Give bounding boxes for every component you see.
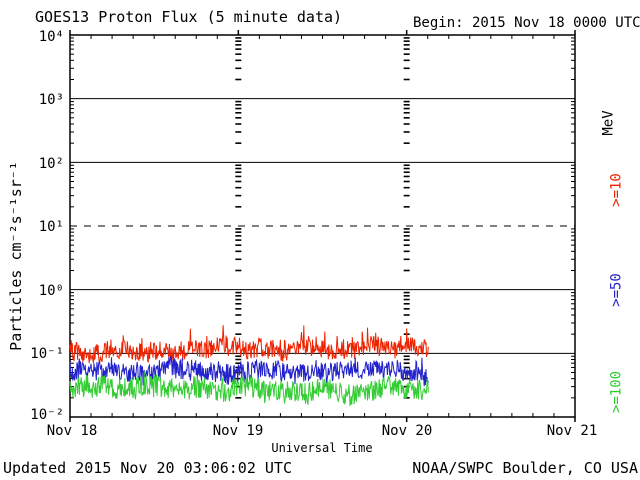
chart-title: GOES13 Proton Flux (5 minute data) (35, 8, 343, 26)
x-tick-label: Nov 21 (546, 423, 598, 439)
y-tick-label: 10³ (38, 92, 64, 108)
y-tick-label: 10⁰ (38, 283, 64, 299)
series-line-gtegte100 (69, 371, 429, 407)
x-tick-label: Nov 20 (381, 423, 433, 439)
series-line-gtegte10 (69, 325, 429, 364)
y-tick-label: 10⁴ (38, 29, 64, 45)
y-tick-label: 10¹ (38, 219, 64, 235)
y-tick-label: 10⁻² (30, 407, 64, 423)
series-label-gte50: >=50 (608, 273, 625, 307)
x-tick-label: Nov 19 (212, 423, 264, 439)
series-line-gtegte50 (69, 355, 429, 387)
x-axis-label: Universal Time (271, 441, 373, 455)
unit-label: MeV (600, 110, 617, 136)
updated-timestamp: Updated 2015 Nov 20 03:06:02 UTC (3, 459, 292, 477)
source-credit: NOAA/SWPC Boulder, CO USA (412, 459, 638, 477)
begin-timestamp: Begin: 2015 Nov 18 0000 UTC (413, 15, 640, 31)
series-label-gte10: >=10 (608, 173, 625, 207)
y-tick-label: 10² (38, 156, 64, 172)
series-label-gte100: >=100 (608, 370, 625, 414)
x-tick-label: Nov 18 (46, 423, 98, 439)
y-tick-label: 10⁻¹ (30, 346, 64, 362)
